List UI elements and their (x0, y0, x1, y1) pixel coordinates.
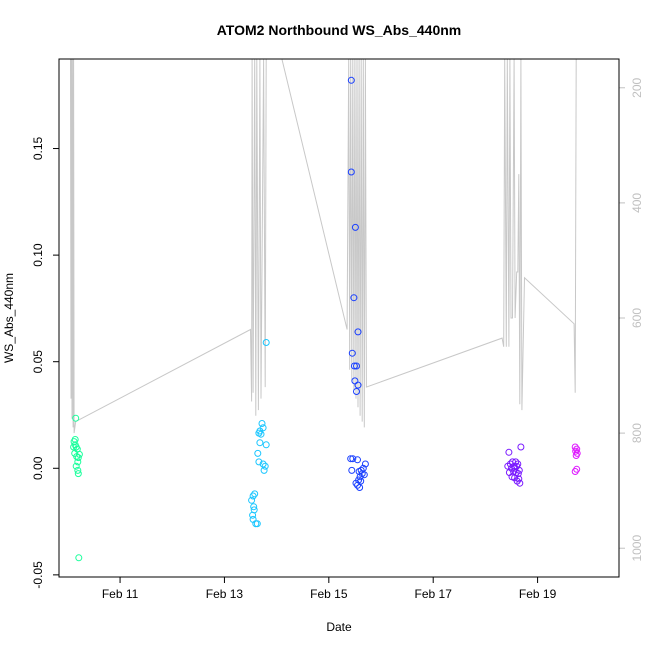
data-point (351, 223, 359, 231)
data-point (356, 473, 364, 481)
data-point (350, 362, 358, 370)
data-point (248, 496, 256, 504)
data-point (262, 339, 270, 346)
data-point (356, 484, 364, 491)
chart-title: ATOM2 Northbound WS_Abs_440nm (217, 22, 462, 38)
data-point (359, 464, 367, 472)
data-point (261, 462, 269, 470)
data-point (517, 443, 525, 451)
data-point (74, 454, 82, 462)
data-point (571, 468, 579, 475)
y2-tick-label: 200 (630, 77, 644, 97)
data-point (354, 481, 361, 489)
data-point (259, 460, 267, 468)
data-point (353, 362, 360, 370)
data-point (350, 294, 358, 302)
data-point (353, 388, 360, 395)
data-point (348, 349, 356, 357)
y2-tick-label: 600 (630, 308, 644, 328)
data-point (354, 456, 361, 464)
data-point (256, 439, 264, 447)
data-point (571, 443, 579, 451)
data-point (255, 458, 263, 466)
data-point (352, 479, 360, 487)
data-point (70, 443, 78, 451)
x-tick-label: Feb 15 (310, 587, 348, 601)
data-point (255, 429, 263, 437)
data-point (249, 492, 257, 500)
data-point (259, 424, 267, 432)
x-tick-label: Feb 19 (519, 587, 557, 601)
data-point (351, 377, 359, 385)
data-point (347, 455, 355, 463)
x-tick-label: Feb 17 (415, 587, 453, 601)
data-point (516, 479, 524, 487)
data-point (347, 168, 355, 176)
data-point (572, 452, 580, 459)
plot-frame (58, 58, 620, 578)
data-point (505, 448, 513, 456)
data-point (511, 464, 519, 472)
y-tick-label: 0.15 (31, 136, 45, 160)
y-tick-label: 0.00 (31, 456, 45, 480)
depth-profile (70, 58, 577, 434)
data-point (74, 466, 82, 474)
data-point (71, 436, 79, 443)
y2-tick-label: 800 (630, 423, 644, 443)
data-point (354, 381, 362, 389)
y2-tick-label: 400 (630, 193, 644, 213)
data-point (250, 503, 258, 511)
data-point (347, 76, 355, 84)
data-point (254, 449, 262, 457)
data-point (361, 460, 369, 468)
data-point (262, 441, 270, 449)
data-point (72, 462, 80, 470)
data-point (251, 490, 259, 498)
data-points (70, 76, 581, 562)
data-point (250, 506, 258, 514)
data-point (349, 455, 357, 463)
data-point (75, 554, 83, 562)
data-point (258, 420, 266, 427)
data-point (75, 450, 83, 458)
y-axis-label: WS_Abs_440nm (2, 273, 16, 363)
y-tick-label: 0.10 (31, 243, 45, 267)
data-point (354, 328, 362, 336)
data-point (249, 515, 257, 523)
data-point (253, 520, 261, 528)
axes: Feb 11 Feb 13 Feb 15 Feb 17 Feb 19 -0.05 0.00 0… (31, 77, 644, 601)
data-point (72, 414, 80, 422)
y-tick-label: 0.05 (31, 350, 45, 374)
data-point (360, 471, 368, 479)
data-point (514, 470, 522, 478)
data-point (348, 466, 356, 474)
depth-line (70, 58, 577, 434)
y2-tick-label: 1000 (630, 535, 644, 562)
data-point (515, 475, 523, 483)
x-tick-label: Feb 11 (102, 587, 139, 601)
x-axis-label: Date (326, 620, 352, 634)
data-point (74, 470, 82, 478)
x-tick-label: Feb 13 (206, 587, 244, 601)
y-tick-label: -0.05 (31, 561, 45, 589)
data-point (260, 466, 268, 474)
data-point (74, 458, 82, 466)
